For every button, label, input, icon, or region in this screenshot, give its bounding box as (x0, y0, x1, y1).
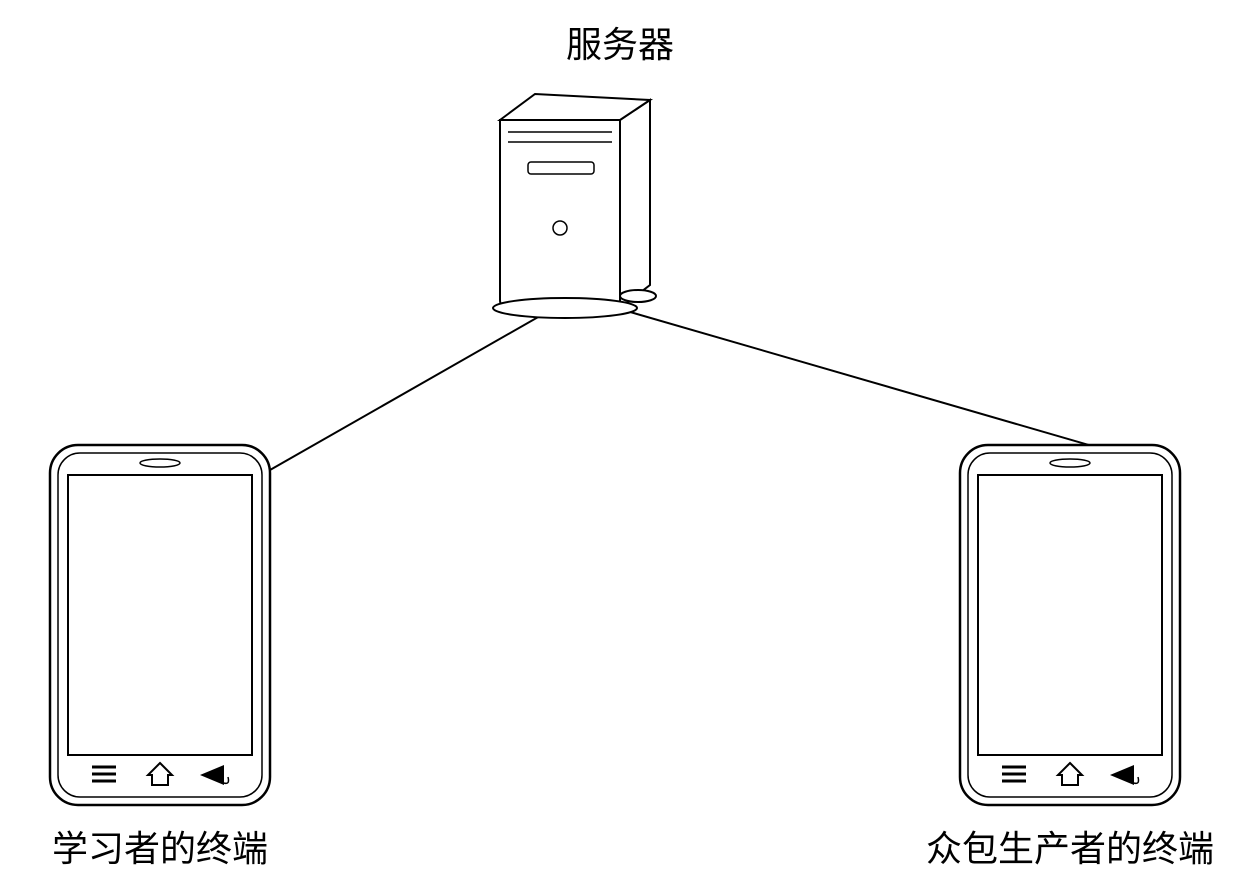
producer-phone-label: 众包生产者的终端 (910, 820, 1230, 872)
learner-phone-label: 学习者的终端 (40, 820, 280, 872)
diagram-canvas (0, 0, 1240, 874)
server-label: 服务器 (500, 16, 740, 68)
learner-phone-node (50, 445, 270, 805)
server-node (493, 94, 656, 318)
edge-server-learner (270, 296, 575, 470)
producer-phone-node (960, 445, 1180, 805)
